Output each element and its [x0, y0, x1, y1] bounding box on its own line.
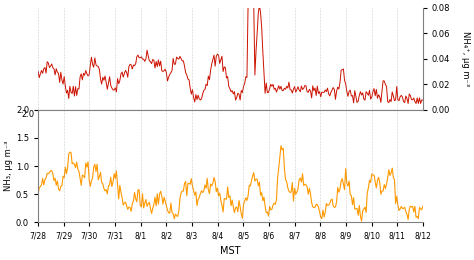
X-axis label: MST: MST	[220, 246, 241, 256]
Y-axis label: NH₃, μg m⁻³: NH₃, μg m⁻³	[4, 141, 13, 191]
Text: 2.0: 2.0	[21, 110, 34, 119]
Y-axis label: NH₄⁺, μg m⁻³: NH₄⁺, μg m⁻³	[461, 31, 470, 86]
